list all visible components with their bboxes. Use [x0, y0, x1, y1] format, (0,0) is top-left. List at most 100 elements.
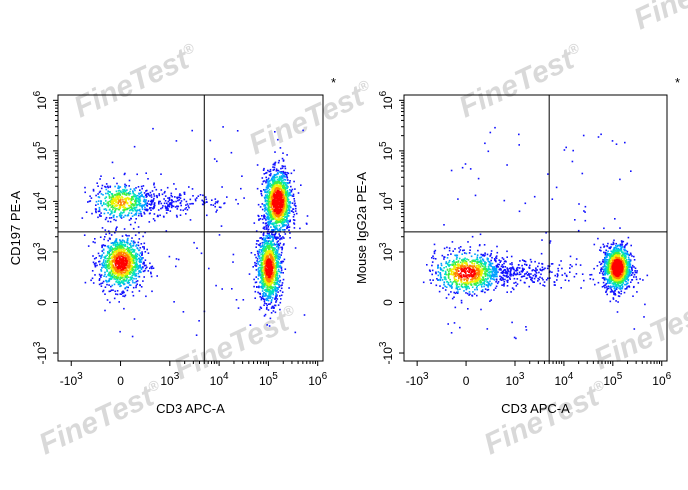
scatter-point — [624, 288, 627, 290]
scatter-point — [93, 257, 96, 260]
scatter-point — [141, 251, 143, 253]
scatter-point — [577, 229, 580, 232]
scatter-point — [533, 277, 536, 280]
scatter-point — [265, 212, 267, 214]
scatter-point — [288, 202, 290, 204]
watermark-text: FineTest® — [34, 375, 169, 461]
scatter-point — [129, 192, 132, 195]
scatter-point — [443, 247, 446, 250]
scatter-point — [269, 265, 271, 267]
scatter-point — [132, 286, 135, 289]
scatter-point — [525, 329, 528, 331]
scatter-point — [474, 194, 477, 197]
scatter-point — [119, 207, 121, 210]
scatter-point — [273, 223, 275, 226]
scatter-point — [267, 303, 270, 305]
scatter-point — [601, 268, 603, 270]
scatter-point — [276, 298, 279, 300]
scatter-point — [114, 244, 116, 247]
scatter-point — [109, 266, 112, 269]
scatter-point — [272, 249, 275, 252]
scatter-point — [284, 194, 287, 197]
scatter-point — [528, 266, 530, 269]
scatter-point — [104, 267, 107, 269]
scatter-point — [484, 252, 486, 254]
scatter-point — [272, 213, 274, 215]
scatter-point — [584, 219, 587, 222]
scatter-point — [271, 193, 273, 196]
scatter-point — [98, 210, 101, 212]
scatter-point — [130, 206, 133, 209]
scatter-point — [129, 190, 131, 193]
scatter-point — [634, 267, 637, 270]
scatter-point — [528, 272, 530, 275]
scatter-point — [504, 266, 507, 268]
scatter-point — [138, 196, 141, 198]
scatter-point — [574, 219, 576, 221]
scatter-point — [602, 281, 605, 284]
scatter-point — [284, 206, 287, 208]
scatter-point — [194, 198, 197, 201]
scatter-point — [258, 285, 260, 288]
scatter-point — [554, 274, 556, 277]
scatter-point — [264, 295, 266, 297]
scatter-point — [518, 133, 520, 136]
scatter-point — [602, 261, 605, 263]
scatter-point — [105, 260, 107, 262]
scatter-point — [150, 275, 153, 278]
scatter-point — [556, 279, 558, 281]
scatter-point — [539, 282, 541, 285]
scatter-point — [144, 231, 146, 234]
scatter-point — [109, 213, 111, 216]
scatter-point — [521, 264, 523, 267]
scatter-point — [170, 206, 173, 209]
scatter-point — [276, 241, 279, 243]
scatter-point — [504, 278, 506, 281]
scatter-point — [139, 264, 141, 267]
scatter-point — [212, 204, 215, 206]
scatter-point — [269, 174, 272, 177]
scatter-point — [631, 268, 633, 270]
scatter-point — [279, 207, 282, 209]
scatter-point — [593, 243, 596, 246]
scatter-point — [275, 279, 278, 282]
scatter-point — [519, 260, 521, 262]
scatter-point — [274, 202, 276, 204]
scatter-point — [183, 198, 186, 201]
scatter-point — [279, 276, 281, 278]
scatter-point — [111, 263, 113, 266]
scatter-point — [269, 210, 271, 212]
scatter-point — [620, 290, 623, 292]
scatter-point — [142, 262, 144, 265]
scatter-point — [115, 244, 118, 246]
scatter-point — [282, 272, 284, 274]
scatter-point — [208, 267, 210, 270]
scatter-point — [613, 293, 615, 296]
scatter-point — [137, 241, 140, 244]
scatter-point — [150, 209, 152, 211]
scatter-point — [166, 209, 169, 211]
scatter-point — [175, 188, 177, 190]
scatter-point — [271, 200, 273, 203]
scatter-point — [431, 273, 433, 276]
scatter-point — [123, 265, 126, 268]
scatter-point — [277, 179, 280, 182]
scatter-point — [115, 190, 118, 193]
scatter-point — [113, 283, 116, 286]
scatter-point — [149, 195, 151, 197]
scatter-point — [119, 194, 121, 197]
scatter-point — [278, 217, 280, 220]
scatter-point — [139, 258, 141, 261]
scatter-point — [268, 248, 270, 251]
scatter-point — [277, 291, 279, 293]
scatter-point — [626, 250, 629, 253]
scatter-point — [149, 191, 152, 194]
scatter-point — [193, 241, 195, 244]
scatter-point — [165, 207, 168, 210]
scatter-point — [274, 257, 276, 260]
scatter-point — [131, 335, 134, 338]
scatter-point — [264, 258, 266, 261]
scatter-point — [275, 206, 278, 209]
scatter-point — [271, 286, 274, 289]
scatter-point — [162, 215, 165, 218]
